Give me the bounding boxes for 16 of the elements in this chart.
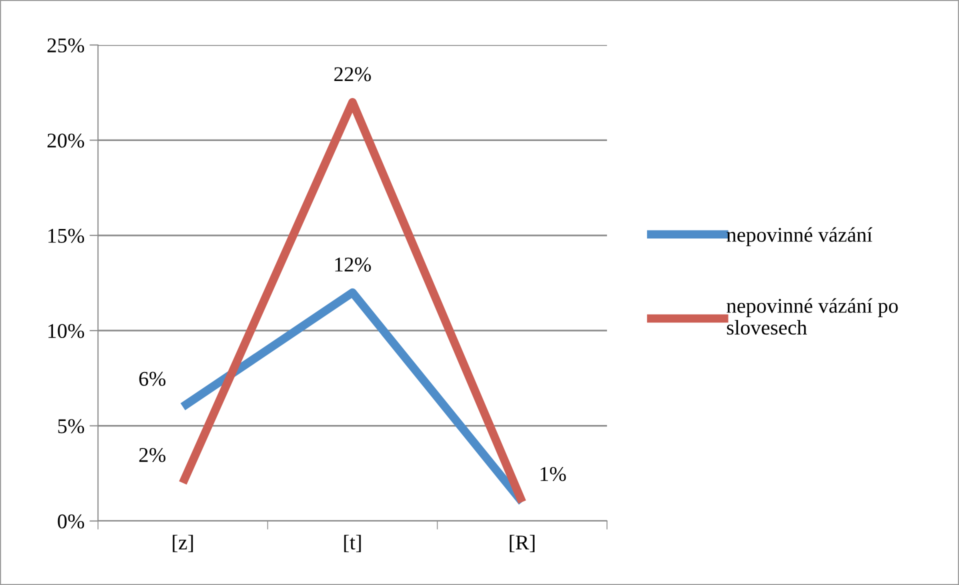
x-tick-label: [R] bbox=[510, 534, 535, 552]
data-label: 6% bbox=[139, 372, 166, 386]
legend-label: nepovinné vázání bbox=[726, 227, 872, 246]
x-tick-label: [t] bbox=[344, 534, 361, 552]
data-label: 2% bbox=[139, 448, 166, 462]
data-label: 22% bbox=[334, 67, 371, 82]
data-label: 12% bbox=[335, 258, 371, 272]
y-tick-label: 15% bbox=[48, 228, 84, 243]
y-tick-label: 10% bbox=[48, 324, 84, 338]
legend-label: nepovinné vázání po slovesech bbox=[726, 298, 898, 335]
y-tick-label: 20% bbox=[48, 134, 84, 148]
y-tick-label: 25% bbox=[48, 38, 84, 52]
y-tick-label: 5% bbox=[58, 419, 84, 434]
x-tick-label: [z] bbox=[172, 534, 193, 552]
y-tick-label: 0% bbox=[58, 514, 84, 528]
data-label: 1% bbox=[540, 467, 566, 482]
